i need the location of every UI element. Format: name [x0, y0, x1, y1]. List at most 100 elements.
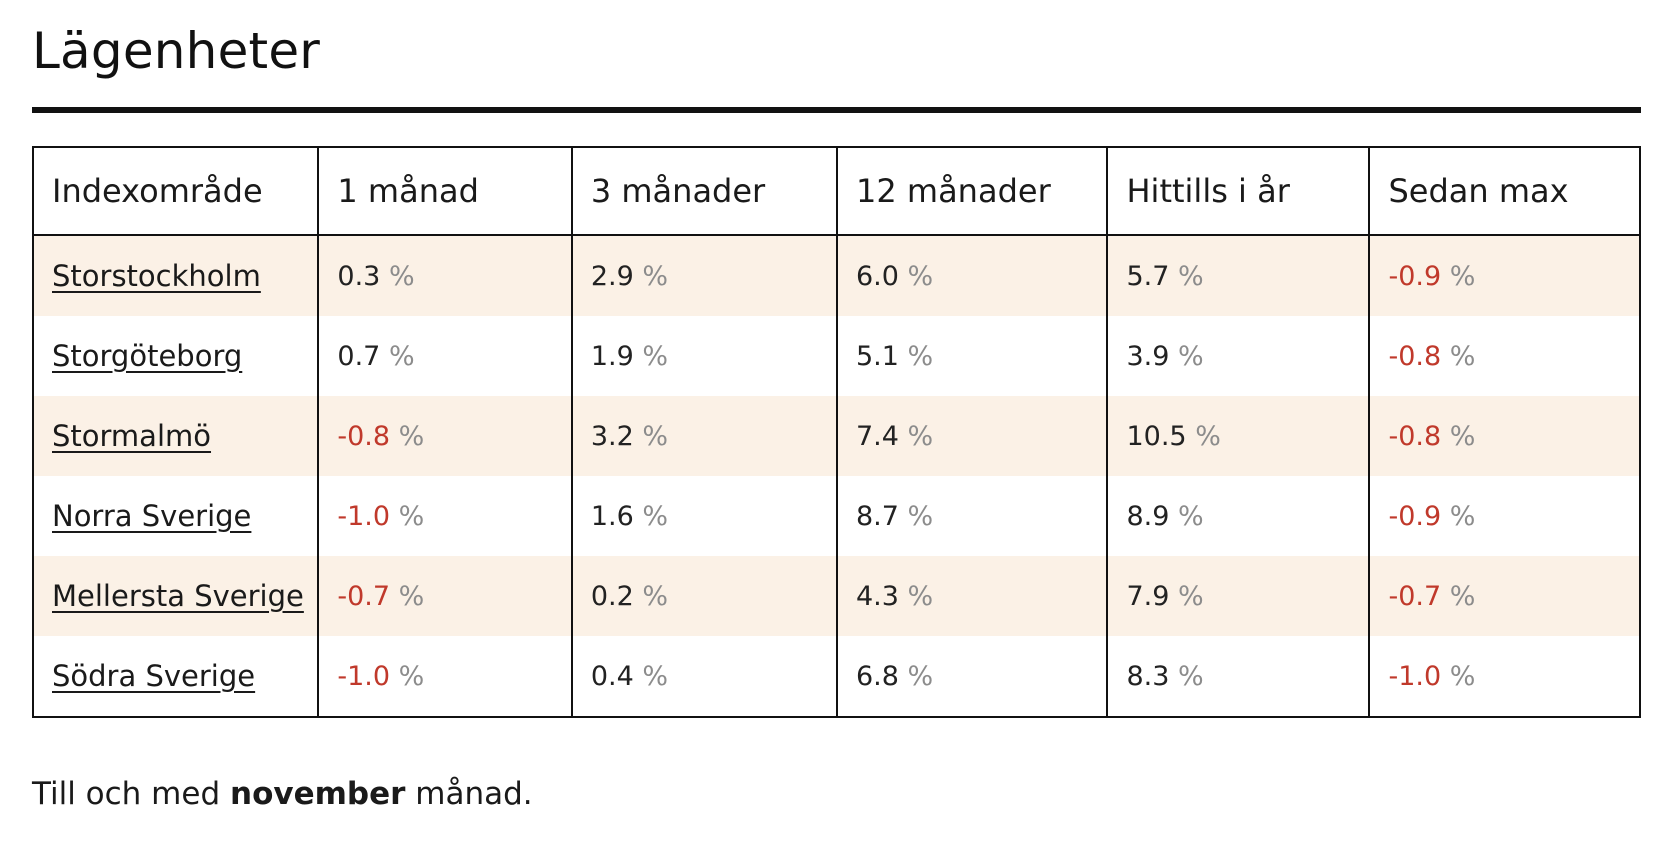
- percent-unit: %: [398, 500, 425, 532]
- value-cell-year-to-date: 10.5 %: [1106, 396, 1371, 476]
- value-number: -0.8: [1388, 340, 1442, 372]
- value-cell-3-months: 0.4 %: [570, 636, 839, 718]
- table-row: Storgöteborg 0.7 % 1.9 % 5.1 % 3.9 % -0.8 %: [31, 316, 1641, 396]
- value-number: 10.5: [1126, 420, 1187, 452]
- region-link[interactable]: Södra Sverige: [52, 659, 256, 693]
- region-cell: Stormalmö: [31, 396, 320, 476]
- value-number: -0.7: [337, 580, 391, 612]
- region-cell: Storstockholm: [31, 235, 320, 316]
- value-number: 3.2: [590, 420, 634, 452]
- percent-unit: %: [398, 580, 425, 612]
- value-number: 3.9: [1126, 340, 1170, 372]
- value-number: -1.0: [337, 660, 391, 692]
- value-number: 5.1: [856, 340, 899, 372]
- percent-unit: %: [642, 420, 669, 452]
- table-header-row: Indexområde 1 månad 3 månader 12 månader…: [31, 146, 1641, 236]
- percent-unit: %: [1195, 420, 1221, 452]
- value-cell-year-to-date: 7.9 %: [1106, 556, 1371, 636]
- value-cell-12-months: 8.7 %: [835, 476, 1109, 556]
- percent-unit: %: [1449, 420, 1476, 452]
- percent-unit: %: [1449, 500, 1476, 532]
- percent-unit: %: [907, 420, 934, 452]
- table-row: Norra Sverige -1.0 % 1.6 % 8.7 % 8.9 % -0.9 %: [31, 476, 1641, 556]
- value-number: -1.0: [1388, 660, 1442, 692]
- value-number: 2.9: [590, 260, 634, 292]
- percent-unit: %: [642, 660, 669, 692]
- value-number: 4.3: [856, 580, 899, 612]
- value-cell-1-month: -0.7 %: [317, 556, 573, 636]
- value-cell-1-month: -1.0 %: [317, 476, 573, 556]
- value-number: 5.7: [1126, 260, 1170, 292]
- percent-unit: %: [907, 660, 934, 692]
- value-number: 7.9: [1126, 580, 1170, 612]
- percent-unit: %: [907, 260, 934, 292]
- value-cell-3-months: 1.6 %: [570, 476, 839, 556]
- percent-unit: %: [1449, 340, 1476, 372]
- region-link[interactable]: Storstockholm: [52, 259, 261, 293]
- column-header-12-months: 12 månader: [835, 146, 1109, 236]
- value-cell-year-to-date: 3.9 %: [1106, 316, 1371, 396]
- footnote: Till och med november månad.: [32, 776, 533, 812]
- value-number: 6.8: [856, 660, 899, 692]
- region-link[interactable]: Stormalmö: [52, 419, 212, 453]
- value-cell-3-months: 3.2 %: [570, 396, 839, 476]
- value-number: 1.9: [590, 340, 634, 372]
- value-cell-12-months: 6.0 %: [835, 235, 1109, 316]
- percent-unit: %: [1449, 260, 1476, 292]
- value-cell-since-max: -0.7 %: [1368, 556, 1641, 636]
- value-cell-year-to-date: 8.3 %: [1106, 636, 1371, 718]
- value-number: 0.7: [337, 340, 381, 372]
- footnote-month: november: [230, 776, 406, 812]
- region-link[interactable]: Mellersta Sverige: [52, 579, 304, 613]
- value-number: 8.7: [856, 500, 899, 532]
- column-header-3-months: 3 månader: [570, 146, 839, 236]
- table-row: Mellersta Sverige -0.7 % 0.2 % 4.3 % 7.9 % -0…: [31, 556, 1641, 636]
- value-number: 0.2: [590, 580, 634, 612]
- value-cell-since-max: -0.8 %: [1368, 316, 1641, 396]
- percent-unit: %: [1178, 340, 1204, 372]
- region-cell: Norra Sverige: [31, 476, 320, 556]
- table-row: Södra Sverige -1.0 % 0.4 % 6.8 % 8.3 % -1.0 %: [31, 636, 1641, 718]
- region-link[interactable]: Norra Sverige: [52, 499, 252, 533]
- column-header-index-area: Indexområde: [31, 146, 320, 236]
- value-number: 0.4: [590, 660, 634, 692]
- value-cell-3-months: 1.9 %: [570, 316, 839, 396]
- table-body: Storstockholm 0.3 % 2.9 % 6.0 % 5.7 % -0.9 % S…: [31, 235, 1641, 718]
- value-number: -0.9: [1388, 500, 1442, 532]
- value-cell-year-to-date: 5.7 %: [1106, 235, 1371, 316]
- value-number: 8.3: [1126, 660, 1170, 692]
- percent-unit: %: [388, 260, 415, 292]
- region-link[interactable]: Storgöteborg: [52, 339, 243, 373]
- percent-unit: %: [907, 580, 934, 612]
- value-cell-3-months: 2.9 %: [570, 235, 839, 316]
- region-cell: Storgöteborg: [31, 316, 320, 396]
- percent-unit: %: [398, 660, 425, 692]
- column-header-1-month: 1 månad: [317, 146, 573, 236]
- percent-unit: %: [1178, 580, 1204, 612]
- column-header-year-to-date: Hittills i år: [1106, 146, 1371, 236]
- value-cell-1-month: -0.8 %: [317, 396, 573, 476]
- value-cell-since-max: -1.0 %: [1368, 636, 1641, 718]
- value-cell-since-max: -0.8 %: [1368, 396, 1641, 476]
- footnote-prefix: Till och med: [32, 776, 230, 812]
- value-number: 1.6: [590, 500, 634, 532]
- table-row: Stormalmö -0.8 % 3.2 % 7.4 % 10.5 % -0.8 %: [31, 396, 1641, 476]
- percent-unit: %: [907, 340, 934, 372]
- percent-unit: %: [642, 260, 669, 292]
- region-cell: Södra Sverige: [31, 636, 320, 718]
- value-cell-year-to-date: 8.9 %: [1106, 476, 1371, 556]
- table-row: Storstockholm 0.3 % 2.9 % 6.0 % 5.7 % -0.9 %: [31, 235, 1641, 316]
- value-cell-1-month: -1.0 %: [317, 636, 573, 718]
- region-cell: Mellersta Sverige: [31, 556, 320, 636]
- value-number: -0.8: [337, 420, 391, 452]
- percent-unit: %: [907, 500, 934, 532]
- value-cell-12-months: 6.8 %: [835, 636, 1109, 718]
- value-number: -0.7: [1388, 580, 1442, 612]
- percent-unit: %: [398, 420, 425, 452]
- value-cell-12-months: 4.3 %: [835, 556, 1109, 636]
- value-cell-since-max: -0.9 %: [1368, 476, 1641, 556]
- value-cell-1-month: 0.7 %: [317, 316, 573, 396]
- percent-unit: %: [642, 500, 669, 532]
- percent-unit: %: [1178, 660, 1204, 692]
- percent-unit: %: [1178, 500, 1204, 532]
